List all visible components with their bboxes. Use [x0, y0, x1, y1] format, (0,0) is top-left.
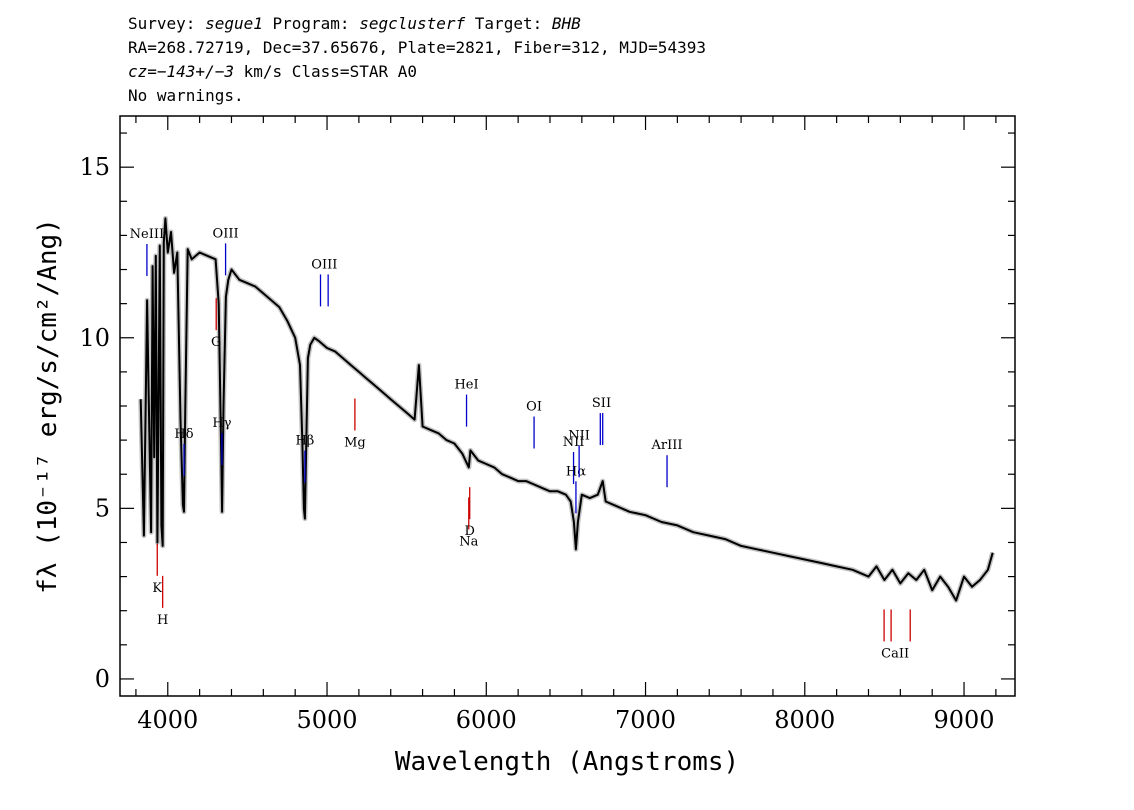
absorption-line-label: Na	[459, 534, 478, 549]
target-value: BHB	[551, 14, 581, 33]
survey-value: segue1	[205, 14, 263, 33]
absorption-line-label: CaII	[881, 646, 909, 661]
emission-line-label: OI	[526, 399, 542, 414]
class-value: km/s Class=STAR A0	[233, 62, 417, 81]
axis-layer: 4000 5000 6000 7000 8000 9000 0 5 10 15	[79, 116, 1015, 734]
redshift-value: cz=−143+/−3	[128, 62, 234, 81]
emission-line-label: OIII	[213, 226, 239, 241]
flux-line	[139, 217, 994, 602]
header-line-warnings: No warnings.	[128, 86, 244, 105]
emission-line-label: NeIII	[130, 227, 164, 242]
emission-line-label: OIII	[311, 257, 337, 272]
spectrum-header: Survey: segue1 Program: segclusterf Targ…	[128, 12, 706, 108]
absorption-line-label: K	[152, 581, 162, 596]
emission-line-label: ArIII	[651, 438, 683, 453]
series-layer	[138, 215, 996, 603]
emission-line-label: NII	[568, 428, 590, 443]
absorption-line-label: D	[465, 524, 475, 539]
x-tick-label: 5000	[296, 706, 357, 734]
emission-line-label: Hδ	[174, 427, 193, 442]
header-line-coords: RA=268.72719, Dec=37.65676, Plate=2821, …	[128, 38, 706, 57]
absorption-line-label: G	[211, 335, 221, 350]
survey-label: Survey:	[128, 14, 206, 33]
header-line-survey: Survey: segue1 Program: segclusterf Targ…	[128, 12, 706, 36]
x-axis-title: Wavelength (Angstroms)	[395, 747, 739, 777]
y-tick-label: 10	[79, 324, 110, 352]
x-tick-label: 9000	[934, 706, 995, 734]
spectral-lines-layer: NeIIIHδHγOIIIHβOIIIHeIOINIIHαNIISIIArIII…	[130, 226, 911, 661]
y-tick-label: 15	[79, 153, 110, 181]
plot-frame	[119, 115, 1016, 697]
target-label: Target:	[465, 14, 552, 33]
emission-line-label: Hβ	[295, 434, 314, 449]
absorption-line-label: Mg	[344, 435, 366, 450]
program-value: segclusterf	[359, 14, 466, 33]
x-tick-label: 4000	[137, 706, 198, 734]
x-tick-label: 7000	[615, 706, 676, 734]
y-tick-label: 0	[95, 665, 110, 693]
program-label: Program:	[262, 14, 360, 33]
absorption-line-label: H	[157, 613, 168, 628]
y-axis-title: fλ (10⁻¹⁷ erg/s/cm²/Ang)	[33, 218, 63, 594]
emission-line-label: SII	[592, 396, 611, 411]
emission-line-label: HeI	[454, 378, 478, 393]
error-band	[138, 215, 996, 603]
header-line-redshift: cz=−143+/−3 km/s Class=STAR A0	[128, 60, 706, 84]
emission-line-label: Hγ	[212, 416, 231, 431]
emission-line-label: Hα	[566, 464, 586, 479]
x-tick-label: 6000	[456, 706, 517, 734]
y-tick-label: 5	[95, 494, 110, 522]
x-tick-label: 8000	[774, 706, 835, 734]
